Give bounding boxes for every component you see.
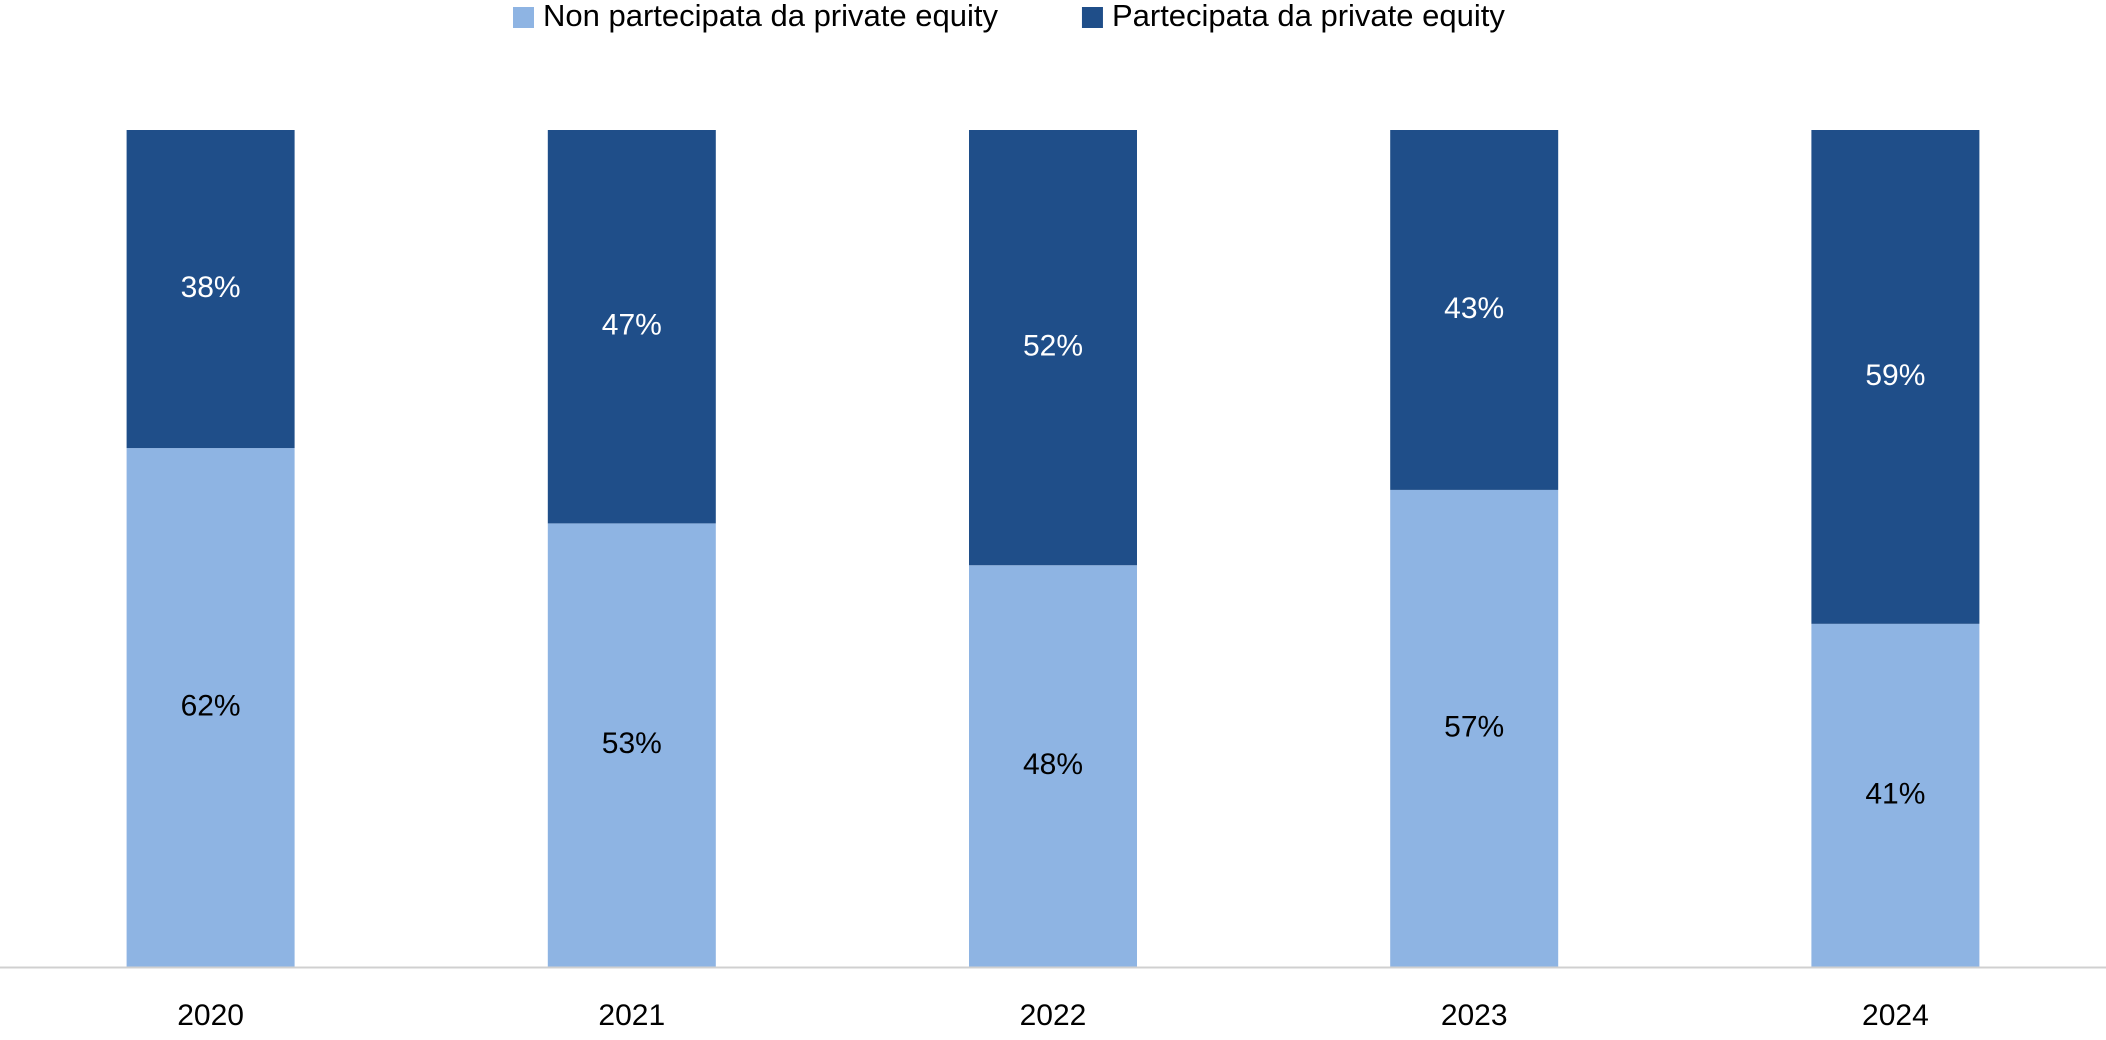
data-label: 59% — [1865, 359, 1925, 392]
data-label: 62% — [181, 689, 241, 722]
bar-segment — [126, 130, 295, 449]
data-label: 43% — [1444, 292, 1504, 325]
bar-segment — [1390, 489, 1559, 967]
bar-segment — [969, 130, 1137, 566]
legend-label: Non partecipata da private equity — [543, 0, 998, 33]
bar-segment — [126, 448, 295, 967]
x-tick-label: 2023 — [1441, 999, 1508, 1032]
data-label: 52% — [1023, 330, 1083, 363]
x-tick-label: 2020 — [177, 999, 244, 1032]
data-label: 53% — [602, 727, 662, 760]
legend-label: Partecipata da private equity — [1112, 0, 1505, 33]
bar-segment — [547, 523, 716, 967]
x-tick-label: 2024 — [1862, 999, 1929, 1032]
bar-segment — [1811, 623, 1980, 967]
legend-swatch — [513, 7, 534, 28]
bar-segment — [1811, 130, 1980, 624]
bar-segment — [1390, 130, 1559, 490]
data-label: 57% — [1444, 710, 1504, 743]
bar-segment — [547, 130, 716, 524]
x-tick-label: 2021 — [598, 999, 665, 1032]
legend-swatch — [1081, 7, 1103, 28]
data-label: 47% — [602, 309, 662, 342]
data-label: 48% — [1023, 748, 1083, 781]
bar-segment — [969, 565, 1137, 967]
data-label: 38% — [181, 271, 241, 304]
x-tick-label: 2022 — [1020, 999, 1087, 1032]
data-label: 41% — [1865, 777, 1925, 810]
